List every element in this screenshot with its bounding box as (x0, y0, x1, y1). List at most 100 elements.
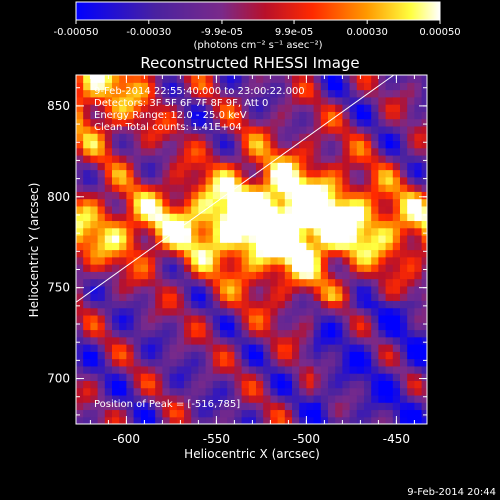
heatmap-cell (349, 234, 358, 243)
heatmap-cell (414, 220, 423, 229)
heatmap-cell (256, 351, 264, 360)
heatmap-cell (76, 205, 84, 214)
heatmap-cell (220, 336, 228, 345)
heatmap-cell (335, 285, 343, 294)
heatmap-cell (104, 300, 113, 309)
heatmap-cell (263, 336, 271, 345)
heatmap-cell (292, 271, 300, 280)
heatmap-cell (313, 205, 322, 214)
heatmap-cell (176, 278, 185, 287)
heatmap-cell (241, 169, 250, 178)
heatmap-cell (349, 111, 358, 120)
heatmap-cell (83, 373, 91, 381)
heatmap-cell (349, 409, 358, 418)
heatmap-cell (104, 169, 113, 178)
heatmap-cell (256, 227, 264, 236)
heatmap-cell (169, 213, 178, 222)
heatmap-cell (227, 96, 235, 105)
heatmap-cell (263, 365, 271, 374)
heatmap-cell (176, 264, 185, 272)
heatmap-cell (205, 314, 214, 323)
heatmap-cell (364, 409, 372, 418)
heatmap-cell (407, 293, 415, 301)
heatmap-cell (97, 387, 106, 396)
heatmap-cell (414, 271, 423, 280)
heatmap-cell (306, 314, 315, 323)
heatmap-cell (292, 314, 300, 323)
heatmap-cell (184, 234, 192, 243)
heatmap-cell (104, 365, 113, 374)
heatmap-cell (90, 344, 99, 352)
heatmap-cell (191, 402, 199, 411)
heatmap-cell (335, 271, 343, 280)
heatmap-cell (119, 234, 127, 243)
heatmap-cell (371, 75, 379, 83)
heatmap-cell (83, 416, 91, 424)
heatmap-cell (349, 285, 358, 294)
heatmap-cell (335, 154, 343, 163)
heatmap-cell (90, 402, 99, 411)
heatmap-cell (112, 249, 120, 258)
heatmap-cell (414, 227, 423, 236)
heatmap-cell (148, 169, 156, 178)
heatmap-cell (256, 82, 264, 91)
heatmap-cell (112, 104, 120, 112)
heatmap-cell (83, 118, 91, 127)
heatmap-cell (184, 220, 192, 229)
heatmap-cell (155, 329, 163, 338)
heatmap-cell (392, 234, 401, 243)
heatmap-cell (248, 154, 257, 163)
heatmap-cell (356, 220, 365, 229)
heatmap-cell (97, 358, 106, 367)
heatmap-cell (392, 118, 401, 127)
heatmap-cell (155, 82, 163, 91)
heatmap-cell (83, 169, 91, 178)
heatmap-cell (421, 285, 427, 294)
heatmap-cell (234, 104, 243, 112)
heatmap-cell (349, 351, 358, 360)
heatmap-cell (112, 300, 120, 309)
heatmap-cell (83, 293, 91, 301)
heatmap-cell (162, 264, 171, 272)
heatmap-cell (126, 351, 135, 360)
heatmap-cell (284, 234, 293, 243)
heatmap-cell (313, 234, 322, 243)
heatmap-cell (241, 358, 250, 367)
heatmap-cell (378, 278, 387, 287)
heatmap-cell (364, 162, 372, 171)
heatmap-cell (342, 227, 351, 236)
heatmap-cell (292, 140, 300, 149)
heatmap-cell (414, 416, 423, 424)
heatmap-cell (148, 351, 156, 360)
heatmap-cell (256, 213, 264, 222)
heatmap-cell (126, 140, 135, 149)
heatmap-cell (169, 314, 178, 323)
heatmap-cell (205, 125, 214, 134)
heatmap-cell (126, 322, 135, 331)
heatmap-cell (148, 147, 156, 156)
heatmap-cell (112, 176, 120, 185)
heatmap-cell (212, 104, 221, 112)
heatmap-cell (299, 154, 307, 163)
heatmap-cell (364, 133, 372, 142)
heatmap-cell (270, 198, 279, 207)
heatmap-cell (133, 285, 142, 294)
heatmap-cell (241, 256, 250, 265)
heatmap-cell (169, 227, 178, 236)
heatmap-cell (241, 242, 250, 251)
heatmap-cell (385, 133, 394, 142)
heatmap-cell (162, 96, 171, 105)
heatmap-cell (378, 198, 387, 207)
heatmap-cell (342, 278, 351, 287)
heatmap-cell (306, 169, 315, 178)
heatmap-cell (328, 140, 336, 149)
heatmap-cell (76, 147, 84, 156)
heatmap-cell (104, 394, 113, 403)
heatmap-cell (184, 351, 192, 360)
heatmap-cell (169, 96, 178, 105)
heatmap-cell (133, 249, 142, 258)
heatmap-cell (292, 256, 300, 265)
heatmap-cell (248, 322, 257, 331)
heatmap-cell (76, 373, 84, 381)
heatmap-cell (356, 285, 365, 294)
